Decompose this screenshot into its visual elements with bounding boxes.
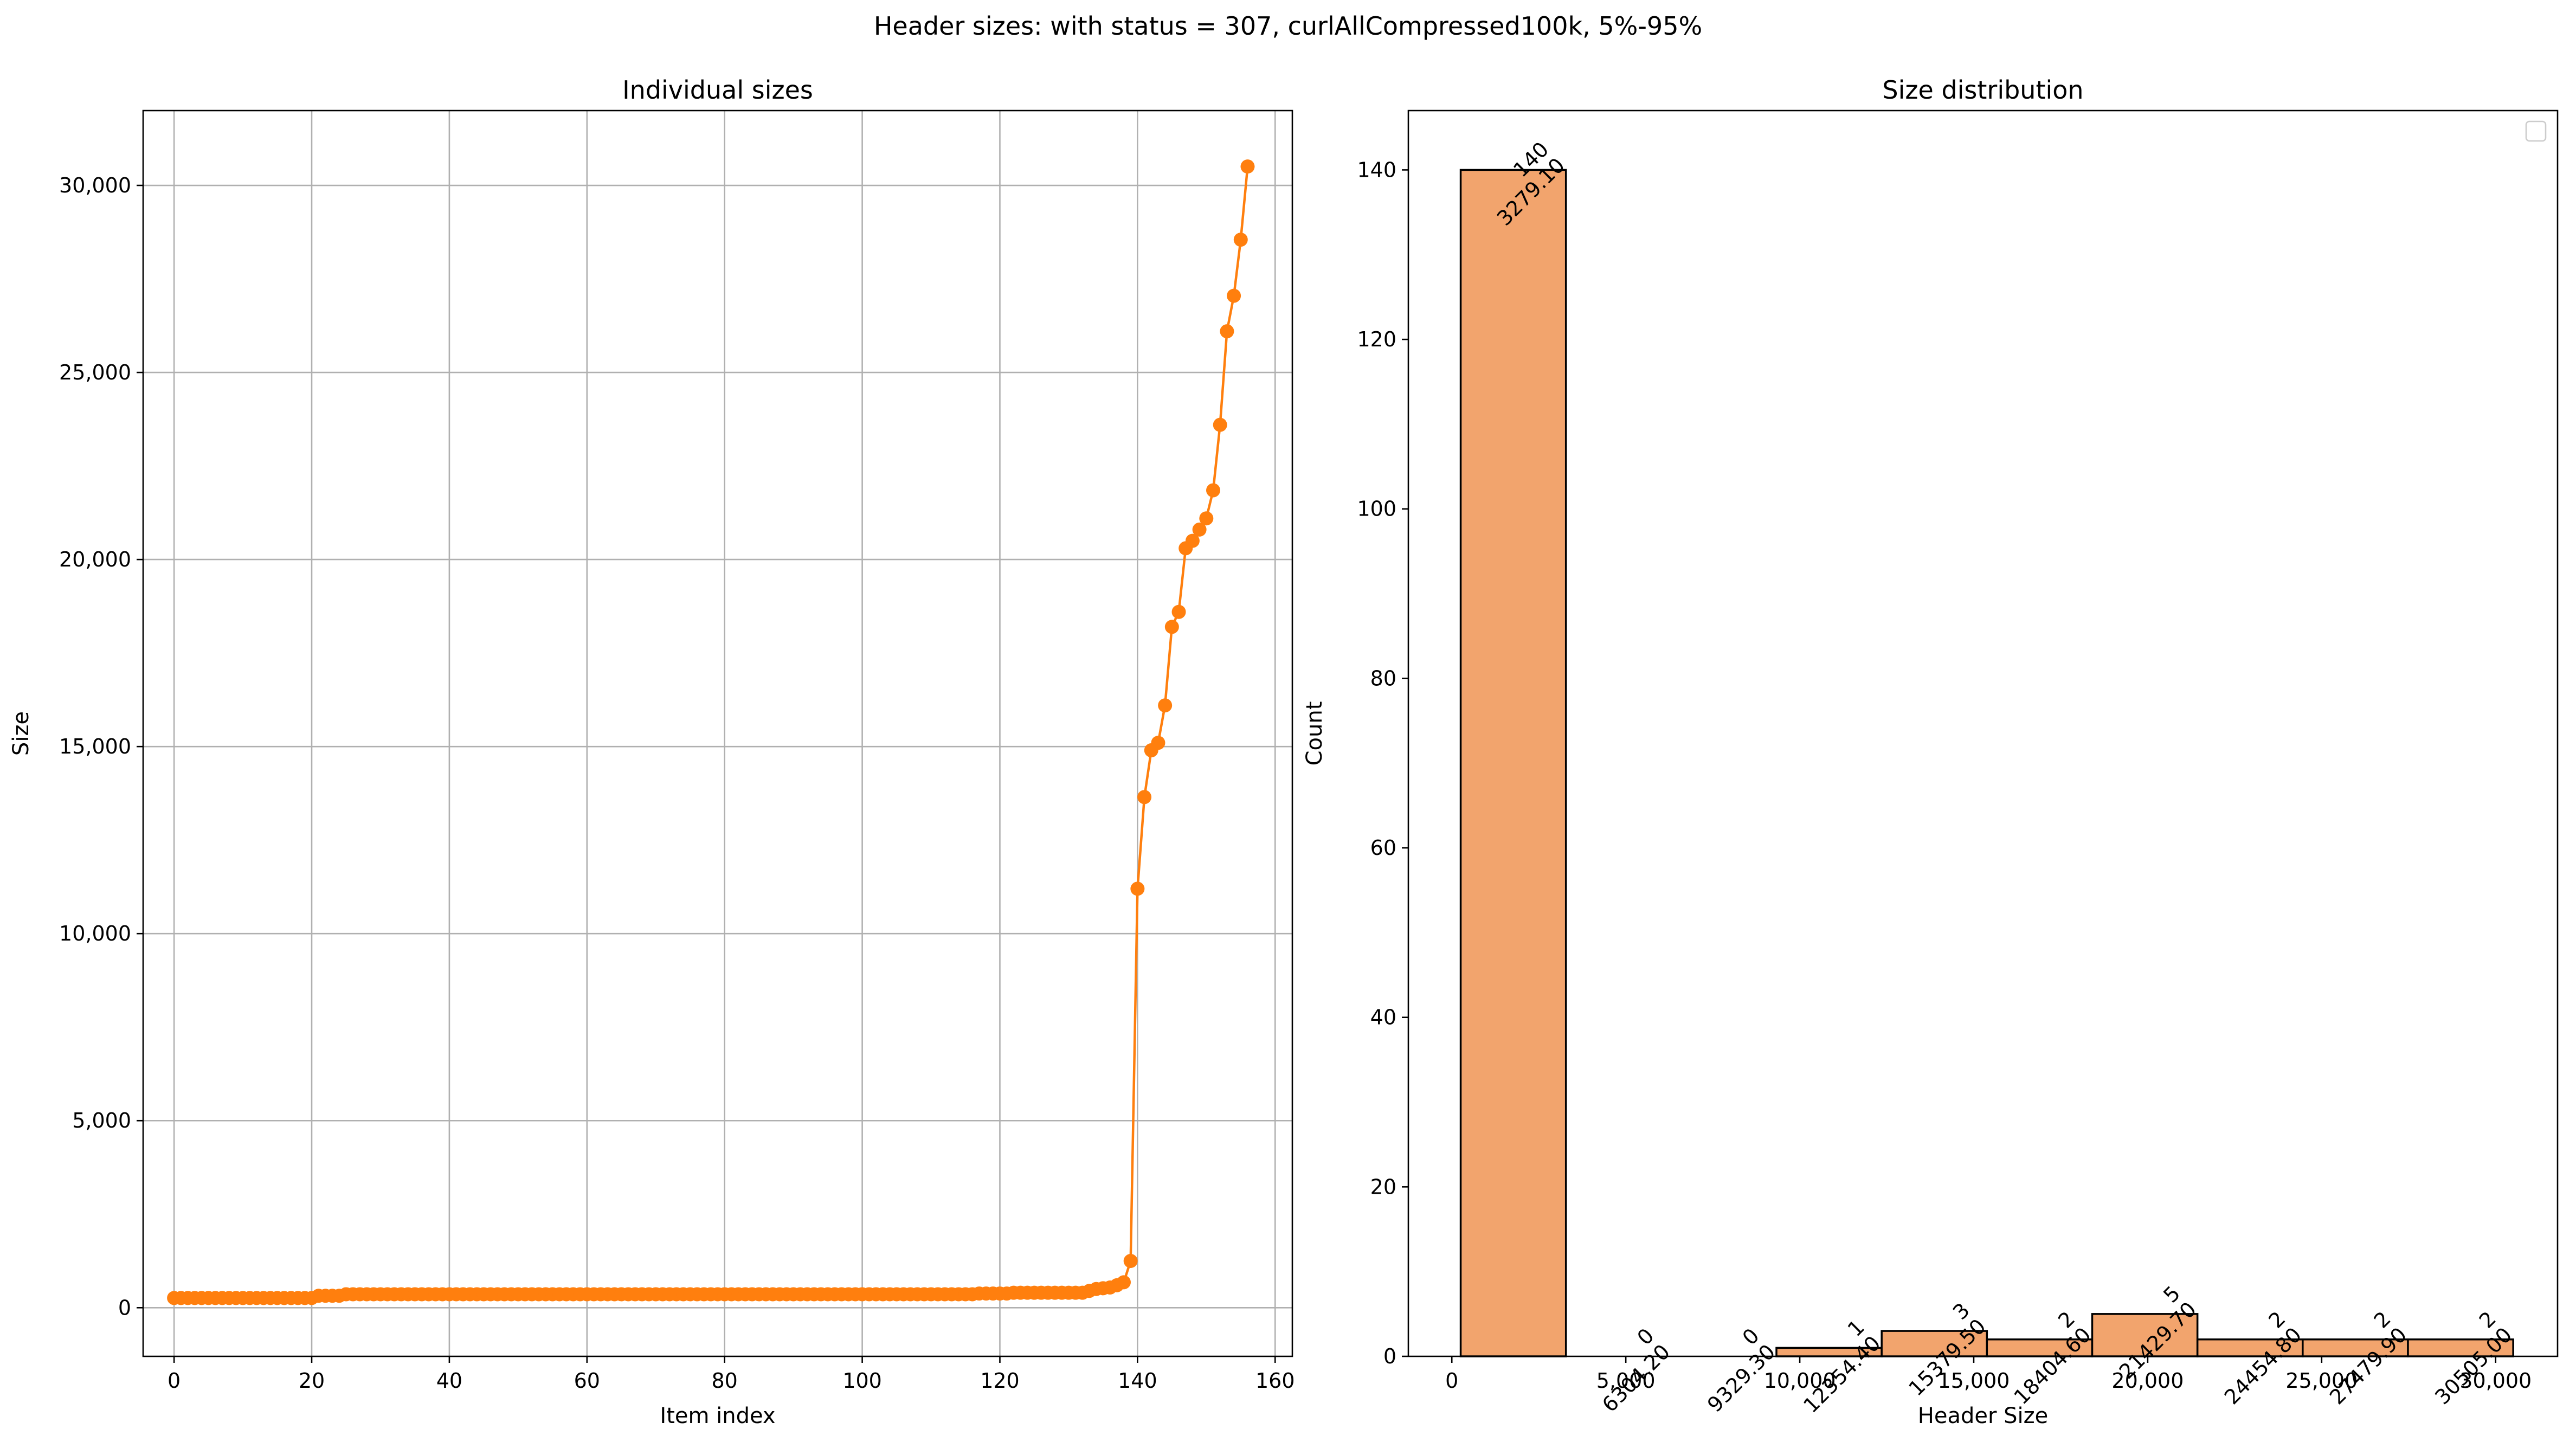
axes-title: Individual sizes bbox=[622, 75, 813, 105]
y-tick-label: 20,000 bbox=[59, 548, 131, 571]
y-tick-label: 20 bbox=[1370, 1175, 1396, 1199]
data-point bbox=[1158, 698, 1173, 713]
x-tick-label: 120 bbox=[980, 1369, 1020, 1393]
y-tick-label: 25,000 bbox=[59, 360, 131, 384]
data-point bbox=[1164, 620, 1179, 634]
x-tick-label: 0 bbox=[168, 1369, 181, 1393]
x-tick-label: 5,000 bbox=[1596, 1369, 1656, 1393]
data-point bbox=[1227, 288, 1241, 303]
data-point bbox=[1130, 881, 1145, 896]
y-tick-label: 120 bbox=[1357, 327, 1396, 351]
data-point bbox=[1233, 233, 1248, 247]
axes-frame bbox=[142, 110, 1293, 1357]
x-tick-label: 20 bbox=[299, 1369, 325, 1393]
y-axis-label: Count bbox=[1302, 701, 1327, 766]
legend-box bbox=[2525, 120, 2547, 142]
histogram-bar bbox=[2091, 1313, 2199, 1357]
data-point bbox=[1137, 790, 1152, 804]
data-point bbox=[1213, 417, 1227, 432]
line-chart-individual-sizes: 0 20 40 60 80 100 120 140 160 0 5,000 10,000 15,000 2… bbox=[9, 75, 1295, 1428]
x-tick-label: 0 bbox=[1445, 1369, 1458, 1393]
y-tick-label: 140 bbox=[1357, 158, 1396, 182]
x-tick-label: 140 bbox=[1118, 1369, 1157, 1393]
histogram-bar bbox=[1459, 169, 1567, 1357]
y-tick-label: 0 bbox=[1383, 1344, 1396, 1368]
figure-title: Header sizes: with status = 307, curlAll… bbox=[874, 11, 1702, 41]
data-point bbox=[1199, 511, 1214, 526]
axes-title: Size distribution bbox=[1882, 75, 2083, 105]
y-tick-label: 40 bbox=[1370, 1006, 1396, 1029]
data-point bbox=[1220, 324, 1234, 339]
y-tick-label: 80 bbox=[1370, 666, 1396, 690]
x-tick-label: 60 bbox=[574, 1369, 600, 1393]
x-tick-label: 10,000 bbox=[1764, 1369, 1836, 1393]
y-tick-label: 60 bbox=[1370, 836, 1396, 860]
axes-frame bbox=[1407, 110, 2559, 1357]
data-point bbox=[1206, 483, 1221, 498]
data-point bbox=[1192, 522, 1207, 537]
x-tick-label: 25,000 bbox=[2285, 1369, 2358, 1393]
y-tick-label: 100 bbox=[1357, 497, 1396, 521]
x-tick-label: 160 bbox=[1255, 1369, 1295, 1393]
x-tick-label: 40 bbox=[436, 1369, 462, 1393]
x-tick-label: 30,000 bbox=[2459, 1369, 2532, 1393]
x-tick-label: 80 bbox=[712, 1369, 738, 1393]
x-axis-label: Header Size bbox=[1918, 1404, 2048, 1428]
y-tick-label: 15,000 bbox=[59, 735, 131, 758]
x-tick-label: 15,000 bbox=[1938, 1369, 2010, 1393]
y-tick-label: 30,000 bbox=[59, 173, 131, 197]
y-tick-label: 5,000 bbox=[72, 1109, 131, 1132]
y-tick-label: 10,000 bbox=[59, 922, 131, 945]
y-tick-label: 0 bbox=[118, 1296, 131, 1319]
data-point bbox=[1185, 533, 1200, 548]
x-tick-label: 100 bbox=[842, 1369, 882, 1393]
y-axis-label: Size bbox=[9, 711, 34, 756]
histogram-bar bbox=[2407, 1338, 2514, 1357]
x-tick-label: 20,000 bbox=[2111, 1369, 2184, 1393]
data-point bbox=[1116, 1275, 1131, 1290]
x-axis-label: Item index bbox=[660, 1404, 775, 1428]
data-point bbox=[1151, 736, 1165, 750]
data-point bbox=[1123, 1254, 1138, 1269]
data-point bbox=[1240, 159, 1255, 174]
data-point bbox=[1171, 604, 1186, 619]
